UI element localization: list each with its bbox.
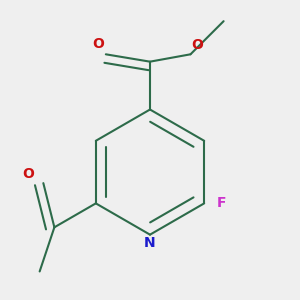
Text: O: O — [22, 167, 34, 181]
Text: F: F — [217, 196, 226, 210]
Text: O: O — [192, 38, 203, 52]
Text: N: N — [144, 236, 156, 250]
Text: O: O — [92, 37, 104, 51]
